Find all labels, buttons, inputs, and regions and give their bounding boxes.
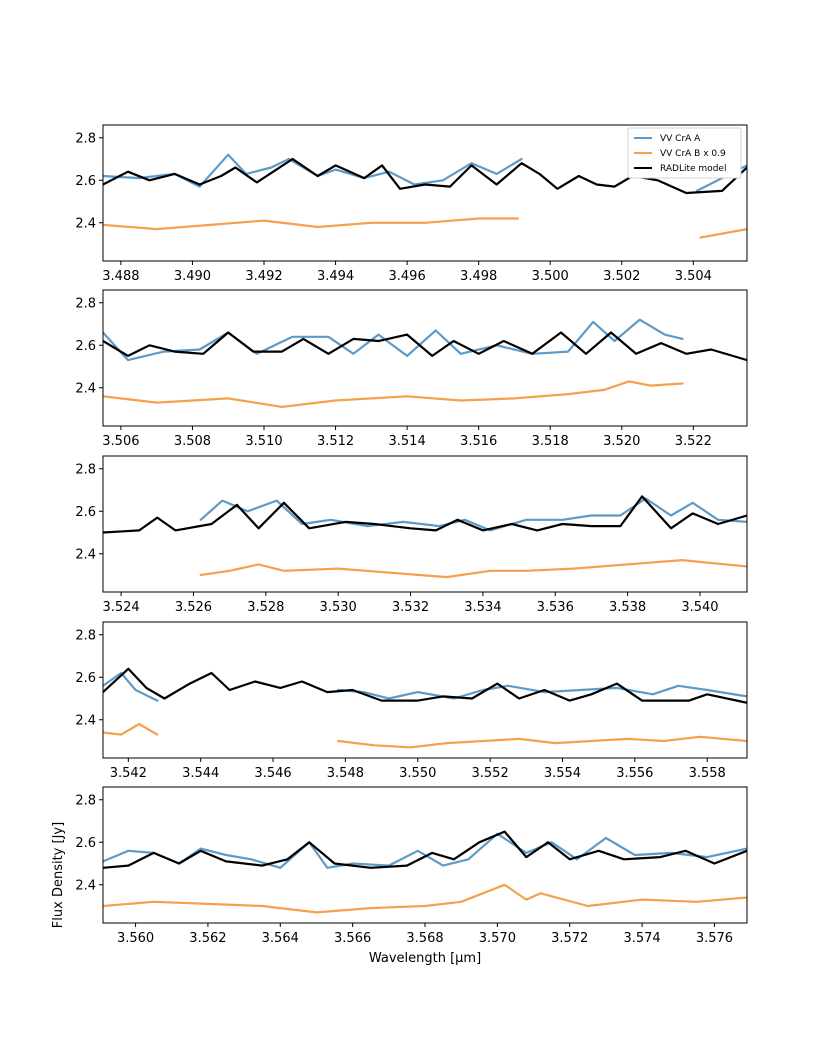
x-tick-label: 3.524 [102, 600, 139, 615]
x-tick-label: 3.512 [317, 434, 354, 449]
panels: 2.4 2.6 2.8 3.488 3.490 3.492 3.494 3.496 3.498 3… [75, 124, 748, 946]
x-tick-label: 3.508 [174, 434, 211, 449]
x-tick-label: 3.530 [320, 600, 357, 615]
y-tick-label: 2.8 [75, 462, 96, 477]
legend-label-model: RADLite model [660, 164, 726, 174]
panel-3: 2.4 2.6 2.8 3.524 3.526 3.528 3.530 3.532 3.534 3… [75, 455, 748, 615]
x-tick-label: 3.550 [399, 766, 436, 781]
x-axis-title: Wavelength [μm] [369, 951, 481, 966]
x-tick-label: 3.558 [689, 766, 726, 781]
panel-3-series [103, 495, 747, 579]
y-tick-label: 2.8 [75, 296, 96, 311]
y-tick-label: 2.4 [75, 547, 96, 562]
y-tick-label: 2.4 [75, 216, 96, 231]
x-tick-label: 3.502 [603, 269, 640, 284]
series-radlite-model-panel-2 [103, 331, 747, 362]
x-tick-label: 3.554 [544, 766, 581, 781]
y-tick-label: 2.8 [75, 131, 96, 146]
x-tick-label: 3.520 [603, 434, 640, 449]
series-radlite-model-panel-4 [103, 667, 747, 704]
series-radlite-model-panel-5 [103, 830, 747, 869]
legend: VV CrA A VV CrA B x 0.9 RADLite model [627, 127, 742, 179]
panel-1-series [103, 153, 747, 239]
x-tick-label: 3.572 [551, 931, 588, 946]
x-tick-label: 3.518 [532, 434, 569, 449]
panel-1: 2.4 2.6 2.8 3.488 3.490 3.492 3.494 3.496 3.498 3… [75, 124, 748, 284]
x-tick-label: 3.542 [110, 766, 147, 781]
x-tick-label: 3.490 [174, 269, 211, 284]
x-tick-label: 3.566 [334, 931, 371, 946]
x-tick-label: 3.496 [389, 269, 426, 284]
x-tick-label: 3.506 [102, 434, 139, 449]
x-tick-label: 3.570 [479, 931, 516, 946]
series-vv-cra-b-panel-5 [103, 883, 747, 914]
panel-4: 2.4 2.6 2.8 3.542 3.544 3.546 3.548 3.550 3.552 3… [75, 621, 748, 781]
y-tick-label: 2.6 [75, 671, 96, 686]
x-tick-label: 3.516 [460, 434, 497, 449]
series-radlite-model-panel-3 [103, 495, 747, 534]
y-tick-label: 2.6 [75, 505, 96, 520]
y-axis-title: Flux Density [Jy] [51, 822, 66, 928]
legend-label-b: VV CrA B x 0.9 [660, 149, 726, 159]
legend-label-a: VV CrA A [660, 134, 701, 144]
series-radlite-model-panel-1 [103, 157, 747, 195]
series-vv-cra-b-panel-4 [103, 722, 747, 749]
panel-4-frame [102, 621, 748, 759]
x-tick-label: 3.492 [245, 269, 282, 284]
panel-2-series [103, 318, 747, 408]
x-tick-label: 3.538 [609, 600, 646, 615]
series-vv-cra-b-panel-1 [103, 217, 747, 239]
y-tick-label: 2.8 [75, 793, 96, 808]
x-tick-label: 3.564 [262, 931, 299, 946]
x-tick-label: 3.494 [317, 269, 354, 284]
panel-5-series [103, 830, 747, 914]
x-tick-label: 3.500 [532, 269, 569, 284]
x-tick-label: 3.514 [389, 434, 426, 449]
x-tick-label: 3.556 [616, 766, 653, 781]
x-tick-label: 3.568 [406, 931, 443, 946]
legend-box [627, 127, 742, 179]
x-tick-label: 3.528 [247, 600, 284, 615]
panel-5: 2.4 2.6 2.8 3.560 3.562 3.564 3.566 3.568 3.570 3… [75, 786, 748, 946]
x-tick-label: 3.576 [696, 931, 733, 946]
x-tick-label: 3.544 [182, 766, 219, 781]
series-vv-cra-a-panel-2 [103, 318, 684, 362]
series-vv-cra-b-panel-3 [199, 559, 747, 579]
x-tick-label: 3.546 [254, 766, 291, 781]
panel-2-frame [102, 289, 748, 427]
x-tick-label: 3.574 [623, 931, 660, 946]
panel-1-frame [102, 124, 748, 262]
x-tick-label: 3.560 [117, 931, 154, 946]
series-vv-cra-a-panel-4 [103, 671, 747, 702]
series-vv-cra-b-panel-2 [103, 380, 684, 408]
panel-4-series [103, 667, 747, 749]
x-tick-label: 3.534 [464, 600, 501, 615]
x-tick-label: 3.522 [675, 434, 712, 449]
x-tick-label: 3.532 [392, 600, 429, 615]
y-tick-label: 2.8 [75, 628, 96, 643]
x-tick-label: 3.488 [102, 269, 139, 284]
x-tick-label: 3.498 [460, 269, 497, 284]
x-tick-label: 3.510 [245, 434, 282, 449]
y-tick-label: 2.4 [75, 381, 96, 396]
x-tick-label: 3.526 [175, 600, 212, 615]
panel-2: 2.4 2.6 2.8 3.506 3.508 3.510 3.512 3.514 3.516 3… [75, 289, 748, 449]
y-tick-label: 2.6 [75, 836, 96, 851]
series-vv-cra-a-panel-5 [103, 832, 747, 869]
y-tick-label: 2.6 [75, 174, 96, 189]
y-tick-label: 2.4 [75, 878, 96, 893]
x-tick-label: 3.540 [681, 600, 718, 615]
x-tick-label: 3.548 [327, 766, 364, 781]
panel-3-frame [102, 455, 748, 593]
x-tick-label: 3.552 [472, 766, 509, 781]
x-tick-label: 3.504 [675, 269, 712, 284]
y-tick-label: 2.6 [75, 339, 96, 354]
x-tick-label: 3.536 [537, 600, 574, 615]
y-tick-label: 2.4 [75, 713, 96, 728]
x-tick-label: 3.562 [189, 931, 226, 946]
